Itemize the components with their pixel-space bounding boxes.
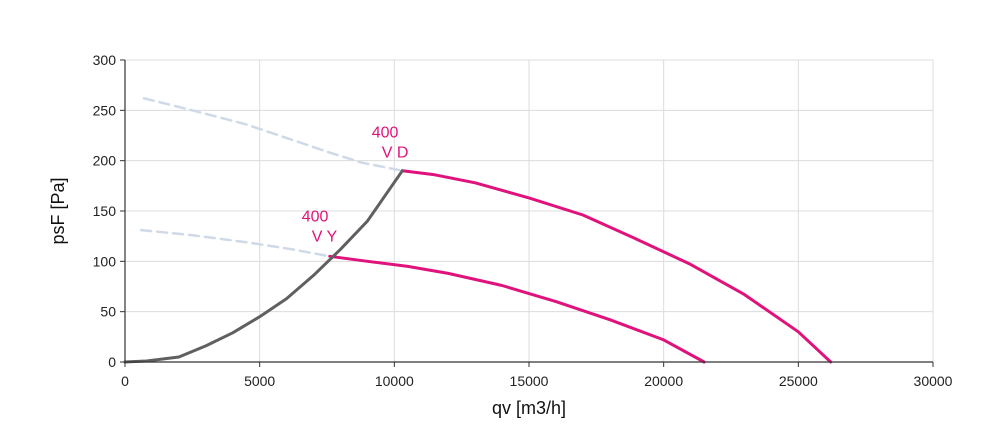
fan-curve-extension-2 [142, 97, 404, 172]
curve-label-line: V Y [312, 228, 338, 245]
y-tick-label: 200 [93, 153, 117, 169]
curve-label-line: V D [382, 145, 409, 162]
series-layer [123, 97, 833, 364]
curve-labels: 400 V D 400 V Y [302, 125, 409, 246]
x-tick-label: 30000 [914, 373, 953, 389]
x-axis-title: qv [m3/h] [492, 398, 566, 418]
y-axis-title: psF [Pa] [48, 177, 68, 244]
fan-curve-0 [400, 169, 833, 364]
y-tick-label: 250 [93, 102, 117, 118]
tick-labels: 0 5000 10000 15000 20000 25000 30000 0 50 100 150 2… [93, 52, 953, 389]
x-tick-label: 5000 [244, 373, 275, 389]
y-tick-label: 50 [100, 304, 116, 320]
y-tick-label: 300 [93, 52, 117, 68]
y-tick-label: 0 [108, 354, 116, 370]
system-curve-4 [123, 169, 404, 364]
x-tick-label: 0 [121, 373, 129, 389]
curve-label-line: 400 [302, 208, 329, 225]
x-tick-label: 25000 [779, 373, 818, 389]
x-tick-label: 10000 [375, 373, 414, 389]
fan-curve-1 [328, 254, 706, 364]
y-tick-label: 100 [93, 253, 117, 269]
fan-curve-extension-3 [139, 228, 331, 258]
x-tick-label: 20000 [644, 373, 683, 389]
x-tick-label: 15000 [510, 373, 549, 389]
y-tick-label: 150 [93, 203, 117, 219]
axes [120, 59, 934, 367]
curve-label-line: 400 [372, 125, 399, 142]
grid [125, 59, 934, 362]
